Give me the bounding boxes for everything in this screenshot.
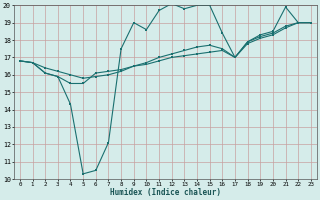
X-axis label: Humidex (Indice chaleur): Humidex (Indice chaleur) [110, 188, 221, 197]
